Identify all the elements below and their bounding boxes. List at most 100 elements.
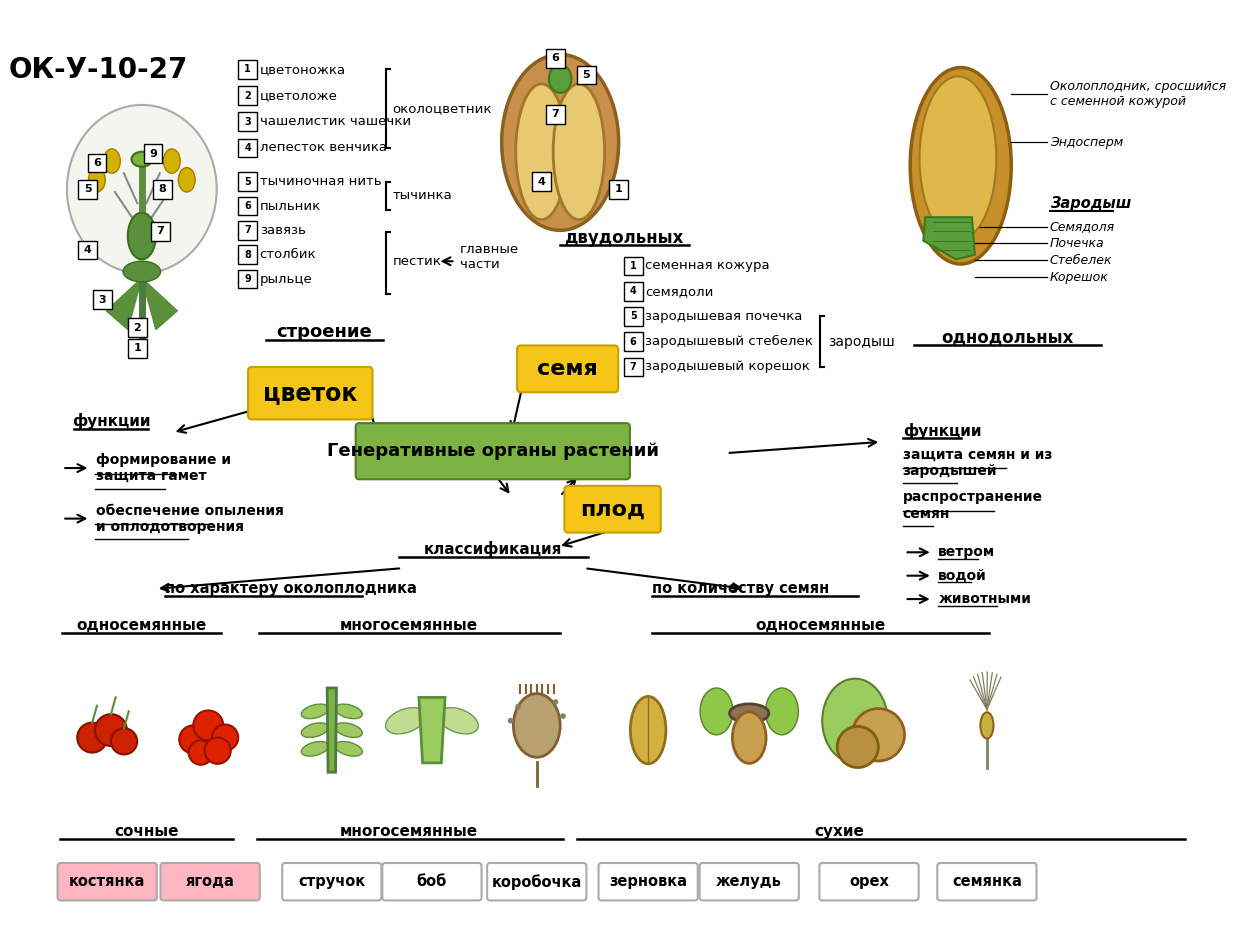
Circle shape	[205, 737, 231, 764]
Text: коробочка: коробочка	[491, 874, 582, 889]
Text: 1: 1	[614, 184, 622, 194]
Ellipse shape	[549, 65, 571, 93]
Ellipse shape	[335, 704, 362, 719]
Text: односемянные: односемянные	[755, 618, 885, 633]
Text: 8: 8	[159, 184, 166, 194]
FancyBboxPatch shape	[356, 423, 630, 479]
Ellipse shape	[910, 68, 1011, 264]
Text: зародышевый стебелек: зародышевый стебелек	[645, 335, 814, 348]
Text: цветоложе: цветоложе	[260, 89, 338, 102]
FancyBboxPatch shape	[239, 60, 258, 79]
Ellipse shape	[104, 149, 120, 174]
Text: завязь: завязь	[260, 224, 305, 237]
Text: по количеству семян: по количеству семян	[652, 582, 829, 597]
Text: односемянные: односемянные	[76, 618, 208, 633]
Ellipse shape	[516, 83, 568, 219]
Ellipse shape	[822, 678, 887, 763]
Text: ягода: ягода	[186, 874, 235, 889]
Ellipse shape	[385, 707, 426, 734]
Text: 4: 4	[538, 176, 545, 187]
Ellipse shape	[438, 707, 479, 734]
FancyBboxPatch shape	[546, 49, 565, 68]
Circle shape	[78, 722, 108, 752]
Text: 7: 7	[551, 110, 559, 119]
Text: Семядоля: Семядоля	[1050, 220, 1115, 234]
Text: семя: семя	[538, 359, 598, 379]
Text: семенная кожура: семенная кожура	[645, 260, 770, 272]
Ellipse shape	[700, 688, 732, 734]
FancyBboxPatch shape	[624, 281, 642, 300]
Circle shape	[95, 714, 126, 746]
Circle shape	[111, 728, 138, 754]
Text: околоцветник: околоцветник	[392, 102, 492, 115]
Ellipse shape	[301, 704, 329, 719]
Circle shape	[552, 699, 559, 704]
FancyBboxPatch shape	[578, 66, 596, 84]
Text: зерновка: зерновка	[609, 874, 688, 889]
Text: 4: 4	[84, 245, 91, 255]
Ellipse shape	[630, 696, 666, 764]
Text: многосемянные: многосемянные	[340, 618, 478, 633]
FancyBboxPatch shape	[624, 257, 642, 275]
FancyBboxPatch shape	[239, 86, 258, 105]
Polygon shape	[141, 278, 177, 329]
Text: лепесток венчика: лепесток венчика	[260, 142, 386, 155]
Text: костянка: костянка	[69, 874, 145, 889]
Ellipse shape	[980, 712, 994, 738]
Text: чашелистик чашечки: чашелистик чашечки	[260, 115, 411, 129]
Text: ОК-У-10-27: ОК-У-10-27	[9, 56, 187, 84]
Text: Генеративные органы растений: Генеративные органы растений	[326, 442, 659, 461]
Text: 5: 5	[244, 176, 251, 187]
Text: 7: 7	[630, 362, 636, 372]
FancyBboxPatch shape	[79, 180, 98, 199]
Text: Околоплодник, сросшийся
с семенной кожурой: Околоплодник, сросшийся с семенной кожур…	[1050, 80, 1226, 108]
Text: 8: 8	[244, 250, 251, 260]
Text: однодольных: однодольных	[941, 328, 1074, 346]
Ellipse shape	[730, 704, 769, 722]
Ellipse shape	[89, 168, 105, 192]
Text: главные
части: главные части	[460, 244, 519, 271]
Circle shape	[508, 718, 514, 723]
Text: 1: 1	[630, 261, 636, 271]
FancyBboxPatch shape	[239, 269, 258, 288]
Text: сухие: сухие	[814, 824, 864, 839]
FancyBboxPatch shape	[239, 113, 258, 131]
FancyBboxPatch shape	[160, 863, 260, 900]
Text: 6: 6	[630, 337, 636, 347]
Text: защита семян и из
зародышей: защита семян и из зародышей	[902, 447, 1052, 477]
Text: 6: 6	[92, 158, 101, 168]
FancyBboxPatch shape	[820, 863, 919, 900]
Circle shape	[179, 725, 208, 753]
Polygon shape	[106, 278, 141, 329]
FancyBboxPatch shape	[609, 180, 628, 199]
Ellipse shape	[122, 262, 160, 281]
Text: строение: строение	[276, 324, 372, 341]
FancyBboxPatch shape	[565, 486, 661, 533]
FancyBboxPatch shape	[624, 332, 642, 351]
FancyBboxPatch shape	[599, 863, 698, 900]
Text: 2: 2	[244, 91, 251, 100]
FancyBboxPatch shape	[239, 221, 258, 240]
FancyBboxPatch shape	[58, 863, 156, 900]
Text: двудольных: двудольных	[564, 229, 684, 247]
Text: 6: 6	[244, 201, 251, 211]
Text: желудь: желудь	[716, 874, 782, 889]
Text: пыльник: пыльник	[260, 200, 321, 213]
Circle shape	[853, 708, 905, 761]
Text: тычиночная нить: тычиночная нить	[260, 175, 381, 189]
Text: 6: 6	[551, 53, 560, 63]
Ellipse shape	[335, 742, 362, 756]
Circle shape	[560, 713, 566, 719]
Polygon shape	[419, 697, 445, 763]
FancyBboxPatch shape	[239, 173, 258, 191]
Ellipse shape	[514, 693, 560, 757]
FancyBboxPatch shape	[79, 241, 98, 260]
Text: цветоножка: цветоножка	[260, 63, 346, 76]
Text: тычинка: тычинка	[392, 189, 452, 203]
FancyBboxPatch shape	[127, 318, 146, 337]
FancyBboxPatch shape	[546, 105, 565, 124]
Text: цветок: цветок	[262, 381, 358, 405]
Text: распространение
семян: распространение семян	[902, 491, 1042, 521]
Text: 3: 3	[99, 295, 106, 305]
Text: 4: 4	[630, 286, 636, 296]
